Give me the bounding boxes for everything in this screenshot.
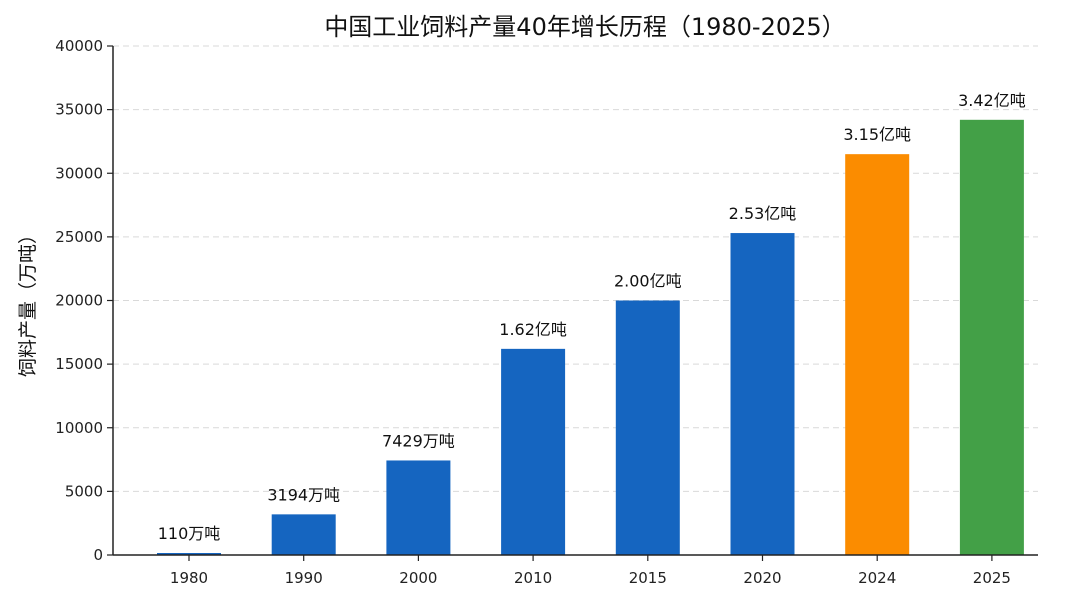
bars (157, 119, 1024, 556)
x-tick-label: 2010 (514, 569, 552, 587)
y-tick-label: 20000 (55, 292, 103, 310)
y-tick-label: 35000 (55, 101, 103, 119)
y-tick-label: 0 (93, 546, 103, 564)
y-axis-label: 饲料产量（万吨） (17, 225, 39, 377)
data-label: 1.62亿吨 (499, 320, 567, 339)
y-tick-label: 30000 (55, 164, 103, 182)
data-label: 2.00亿吨 (614, 272, 682, 291)
y-ticks: 0 5000 10000 15000 20000 25000 30000 35000 40000 (55, 37, 113, 564)
bar-2024 (845, 154, 910, 555)
bar-2000 (386, 460, 451, 555)
bar-2025 (959, 119, 1024, 556)
x-tick-label: 1980 (170, 569, 208, 587)
chart-title: 中国工业饲料产量40年增长历程（1980-2025） (324, 13, 845, 41)
bar-2010 (501, 348, 566, 555)
x-tick-label: 2024 (858, 569, 896, 587)
grid (113, 45, 1038, 492)
bar-2020 (730, 233, 795, 555)
y-tick-label: 10000 (55, 419, 103, 437)
data-label: 3194万吨 (267, 485, 340, 504)
x-ticks: 1980 1990 2000 2010 2015 2020 2024 2025 (170, 555, 1011, 587)
x-tick-label: 1990 (285, 569, 323, 587)
data-label: 3.42亿吨 (958, 91, 1026, 110)
data-label: 7429万吨 (382, 431, 455, 450)
data-label: 2.53亿吨 (729, 204, 797, 223)
data-labels: 110万吨 3194万吨 7429万吨 1.62亿吨 2.00亿吨 2.53亿吨 3.15亿… (158, 91, 1026, 543)
bar-1990 (271, 514, 336, 555)
y-tick-label: 40000 (55, 37, 103, 55)
y-tick-label: 25000 (55, 228, 103, 246)
bar-1980 (157, 553, 221, 555)
x-tick-label: 2000 (399, 569, 437, 587)
y-tick-label: 15000 (55, 355, 103, 373)
data-label: 110万吨 (158, 524, 221, 543)
y-tick-label: 5000 (65, 482, 103, 500)
data-label: 3.15亿吨 (843, 125, 911, 144)
x-tick-label: 2015 (629, 569, 667, 587)
x-tick-label: 2020 (743, 569, 781, 587)
x-tick-label: 2025 (973, 569, 1011, 587)
bar-2015 (615, 300, 680, 555)
